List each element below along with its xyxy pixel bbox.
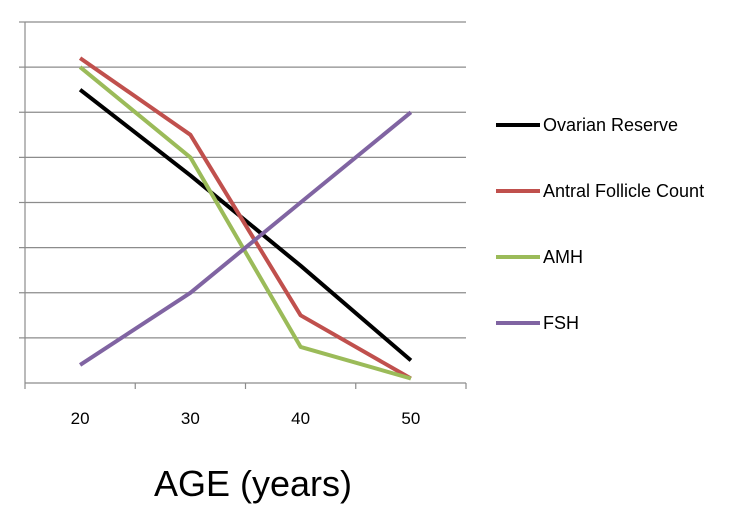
axes xyxy=(24,22,467,389)
series-line-antral-follicle-count xyxy=(78,56,412,381)
series-line-ovarian-reserve xyxy=(78,88,413,362)
legend-label-ovarian-reserve: Ovarian Reserve xyxy=(543,115,678,135)
legend-label-fsh: FSH xyxy=(543,313,579,333)
legend-label-amh: AMH xyxy=(543,247,583,267)
x-tick-label: 50 xyxy=(401,409,420,428)
legend: Ovarian Reserve Antral Follicle Count AMH F… xyxy=(496,115,704,333)
series-line-amh xyxy=(78,65,412,381)
x-axis-title: AGE (years) xyxy=(154,463,352,504)
x-tick-labels: 20 30 40 50 xyxy=(71,409,421,428)
x-tick-label: 30 xyxy=(181,409,200,428)
y-gridlines xyxy=(19,21,466,339)
x-tick-label: 40 xyxy=(291,409,310,428)
x-tick-label: 20 xyxy=(71,409,90,428)
series-line-fsh xyxy=(79,110,413,367)
legend-label-antral-follicle-count: Antral Follicle Count xyxy=(543,181,704,201)
series-lines xyxy=(78,56,413,381)
